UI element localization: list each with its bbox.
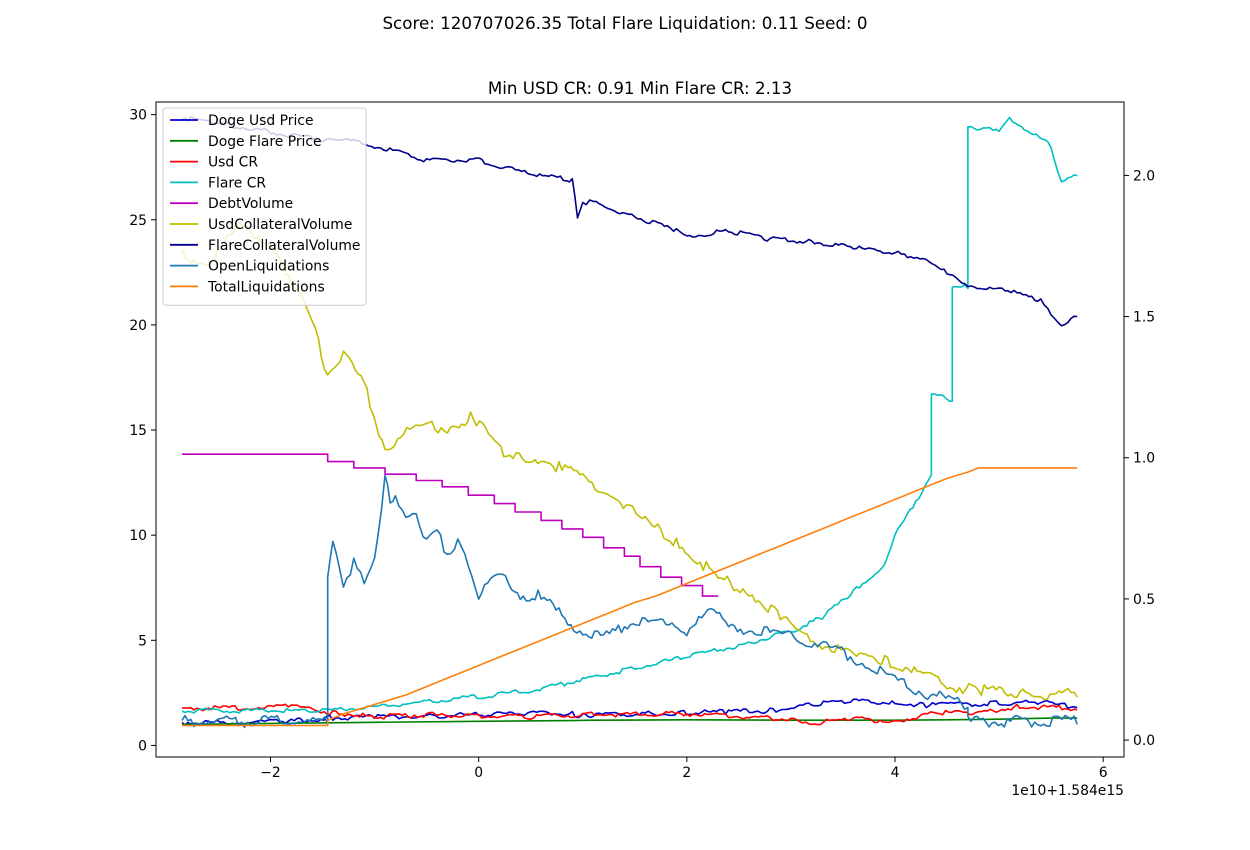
legend-entry: DebtVolume [208, 196, 293, 212]
y-left-tick-label: 15 [129, 423, 147, 439]
axes-frame [155, 101, 1125, 758]
y-left-tick-label: 25 [129, 213, 147, 229]
legend-entry: UsdCollateralVolume [208, 217, 352, 233]
x-tick-label: 0 [474, 765, 483, 781]
x-tick-label: 6 [1099, 765, 1108, 781]
series-line-usd-cr [181, 703, 1078, 726]
x-tick-label: −2 [260, 765, 280, 781]
legend-entry: FlareCollateralVolume [208, 238, 360, 254]
legend-entry: OpenLiquidations [208, 259, 329, 275]
figure-suptitle: Score: 120707026.35 Total Flare Liquidat… [382, 13, 868, 33]
y-left-tick-label: 0 [138, 738, 147, 754]
series-line-openliquidations [181, 474, 1078, 729]
y-left-tick-label: 30 [129, 108, 147, 124]
series-group [181, 115, 1078, 729]
x-tick-label: 4 [891, 765, 900, 781]
y-left-tick-label: 10 [129, 528, 147, 544]
series-line-totalliquidations [182, 467, 1078, 727]
series-line-doge-flare-price [181, 717, 1078, 726]
legend-entry: Flare CR [208, 175, 266, 191]
x-offset-text: 1e10+1.584e15 [1011, 783, 1124, 799]
legend: Doge Usd Price Doge Flare Price Usd CR Flar… [162, 107, 367, 306]
y-left-tick-label: 20 [129, 318, 147, 334]
legend-entry: TotalLiquidations [207, 279, 325, 295]
series-line-flare-cr [181, 116, 1078, 714]
axes: −2 0 2 4 6 0 5 10 15 20 25 30 0.0 0.5 1.0 1.5 2.0 [129, 101, 1155, 781]
series-line-doge-usd-price [181, 698, 1078, 726]
legend-entry: Usd CR [208, 155, 258, 171]
y-right-tick-label: 2.0 [1133, 168, 1155, 184]
x-tick-label: 2 [682, 765, 691, 781]
plot-area [181, 115, 1078, 729]
legend-entry: Doge Flare Price [208, 134, 322, 150]
y-right-tick-label: 1.5 [1133, 310, 1155, 326]
y-right-tick-label: 0.5 [1133, 592, 1155, 608]
chart-title: Min USD CR: 0.91 Min Flare CR: 2.13 [488, 78, 792, 98]
y-right-tick-label: 1.0 [1133, 451, 1155, 467]
series-line-usdcollateralvolume [181, 221, 1078, 701]
legend-entry: Doge Usd Price [208, 113, 314, 129]
series-line-debtvolume [182, 453, 719, 597]
legend-box [162, 107, 367, 306]
y-right-tick-label: 0.0 [1133, 733, 1155, 749]
y-left-tick-label: 5 [138, 633, 147, 649]
